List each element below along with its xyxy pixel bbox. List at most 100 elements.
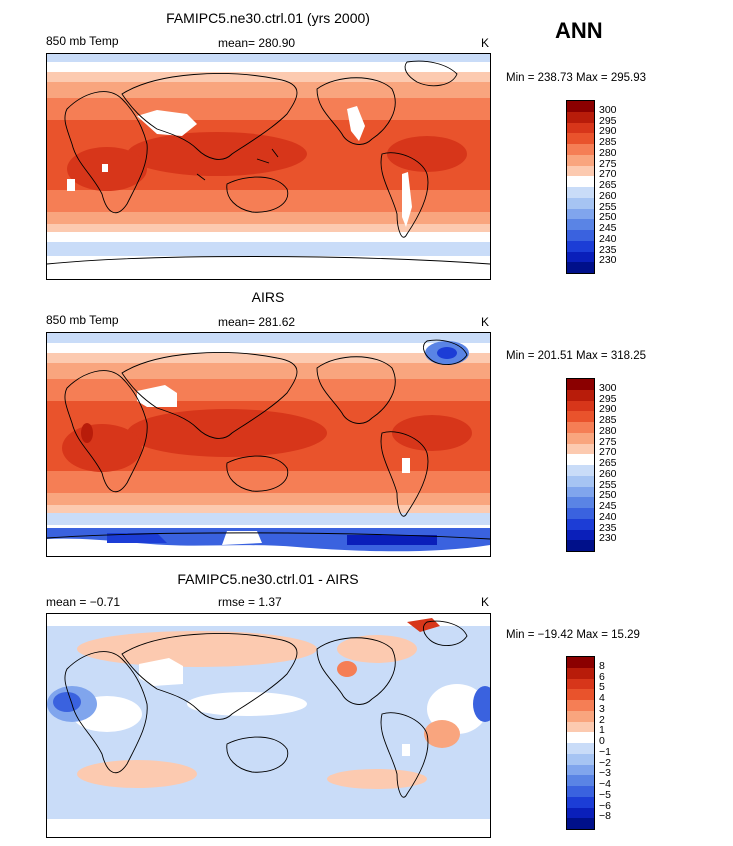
colorbar-swatch bbox=[567, 764, 594, 776]
colorbar-tick-label: 280 bbox=[599, 424, 617, 437]
colorbar-tick-label: 2 bbox=[599, 713, 605, 726]
cold-region bbox=[107, 533, 167, 543]
colorbar-tick-label: 4 bbox=[599, 692, 605, 704]
colorbar-tick-label: 300 bbox=[599, 103, 617, 116]
colorbar-tick-label: 6 bbox=[599, 670, 605, 683]
warm-region bbox=[127, 132, 307, 176]
masked-region bbox=[347, 106, 365, 141]
masked-region bbox=[137, 385, 177, 407]
colorbar-swatch bbox=[567, 187, 594, 198]
colorbar-swatch bbox=[567, 122, 594, 134]
band bbox=[47, 363, 490, 379]
colorbar-tick-label: 230 bbox=[599, 532, 617, 545]
colorbar-swatch bbox=[567, 678, 594, 690]
colorbar-swatch bbox=[567, 154, 594, 166]
colorbar-tick-label: 300 bbox=[599, 381, 617, 394]
masked-region bbox=[47, 819, 490, 837]
colorbar-swatch bbox=[567, 807, 594, 819]
colorbar-tick-label: 260 bbox=[599, 467, 617, 480]
band bbox=[47, 82, 490, 98]
warm-region bbox=[62, 424, 142, 472]
band bbox=[47, 98, 490, 120]
colorbar-swatch bbox=[567, 176, 594, 187]
colorbar-swatch bbox=[567, 508, 594, 519]
band bbox=[47, 62, 490, 72]
colorbar-tick-label: 230 bbox=[599, 254, 617, 267]
panel-1-map-svg bbox=[47, 54, 490, 279]
warm-region bbox=[327, 769, 427, 789]
colorbar-tick-label: 235 bbox=[599, 243, 617, 256]
colorbar-tick-label: 250 bbox=[599, 211, 617, 224]
panel-1-map bbox=[46, 53, 491, 280]
colorbar-swatch bbox=[567, 710, 594, 722]
colorbar-tick-label: 295 bbox=[599, 114, 617, 127]
colorbar-swatch bbox=[567, 443, 594, 455]
colorbar-tick-label: −8 bbox=[599, 810, 611, 823]
masked-region bbox=[139, 658, 183, 686]
masked-region bbox=[137, 110, 197, 136]
colorbar-swatch bbox=[567, 454, 594, 465]
colorbar-swatch bbox=[567, 486, 594, 498]
season-label: ANN bbox=[555, 18, 603, 43]
coastlines bbox=[47, 339, 490, 540]
panel-2-map bbox=[46, 332, 491, 557]
panel-2-title: AIRS bbox=[251, 289, 285, 305]
colorbar-swatch bbox=[567, 422, 594, 433]
colorbar-tick-label: 255 bbox=[599, 200, 617, 213]
masked-region bbox=[402, 172, 412, 227]
panel-3-title: FAMIPC5.ne30.ctrl.01 - AIRS bbox=[177, 571, 359, 587]
band bbox=[47, 333, 490, 343]
colorbar-tick-label: 295 bbox=[599, 392, 617, 405]
colorbar-swatch bbox=[567, 743, 594, 754]
colorbar-swatch bbox=[567, 251, 594, 263]
colorbar-tick-label: −4 bbox=[599, 778, 611, 790]
colorbar-swatch bbox=[567, 818, 594, 829]
colorbar-swatch bbox=[567, 732, 594, 743]
colorbar-tick-label: −1 bbox=[599, 745, 611, 758]
colorbar-swatch bbox=[567, 411, 594, 422]
colorbar-tick-label: 290 bbox=[599, 403, 617, 416]
colorbar-tick-label: 245 bbox=[599, 500, 617, 512]
colorbar-swatch bbox=[567, 230, 594, 241]
colorbar-swatch bbox=[567, 689, 594, 700]
cold-region bbox=[473, 686, 490, 722]
band bbox=[47, 505, 490, 513]
colorbar-tick-label: 280 bbox=[599, 146, 617, 159]
band bbox=[47, 379, 490, 401]
band bbox=[47, 256, 490, 279]
panel-2-colorbar-labels: 300 295 290 285 280 275 270 265 260 255 250 245 240 2… bbox=[599, 378, 659, 550]
colorbar-swatch bbox=[567, 432, 594, 444]
colorbar-swatch bbox=[567, 400, 594, 412]
colorbar-swatch bbox=[567, 240, 594, 252]
colorbar-swatch bbox=[567, 144, 594, 155]
masked-region bbox=[67, 179, 75, 191]
band bbox=[47, 224, 490, 232]
colorbar-tick-label: 245 bbox=[599, 222, 617, 234]
colorbar-swatch bbox=[567, 465, 594, 476]
colorbar-swatch bbox=[567, 101, 594, 112]
band bbox=[47, 54, 490, 62]
colorbar-tick-label: −2 bbox=[599, 756, 611, 769]
warm-region bbox=[77, 760, 197, 788]
colorbar-tick-label: −5 bbox=[599, 788, 611, 801]
band bbox=[47, 353, 490, 363]
warm-region bbox=[127, 409, 327, 457]
panel-1-colorbar-labels: 300 295 290 285 280 275 270 265 260 255 250 245 240 2… bbox=[599, 100, 659, 272]
colorbar-swatch bbox=[567, 165, 594, 177]
panel-1-units: K bbox=[481, 36, 490, 50]
colorbar-swatch bbox=[567, 657, 594, 668]
panel-2-colorbar bbox=[566, 378, 595, 552]
band bbox=[47, 493, 490, 505]
cold-region bbox=[53, 692, 81, 712]
panel-3-rmse-label: rmse = 1.37 bbox=[218, 595, 282, 609]
colorbar-swatch bbox=[567, 219, 594, 230]
colorbar-swatch bbox=[567, 667, 594, 679]
colorbar-tick-label: 265 bbox=[599, 179, 617, 191]
colorbar-swatch bbox=[567, 133, 594, 144]
panel-2-minmax: Min = 201.51 Max = 318.25 bbox=[506, 350, 647, 362]
panel-1-colorbar bbox=[566, 100, 595, 274]
panel-2-map-svg bbox=[47, 333, 490, 556]
panel-3-units: K bbox=[481, 595, 490, 609]
band bbox=[47, 212, 490, 224]
colorbar-tick-label: 1 bbox=[599, 724, 605, 737]
